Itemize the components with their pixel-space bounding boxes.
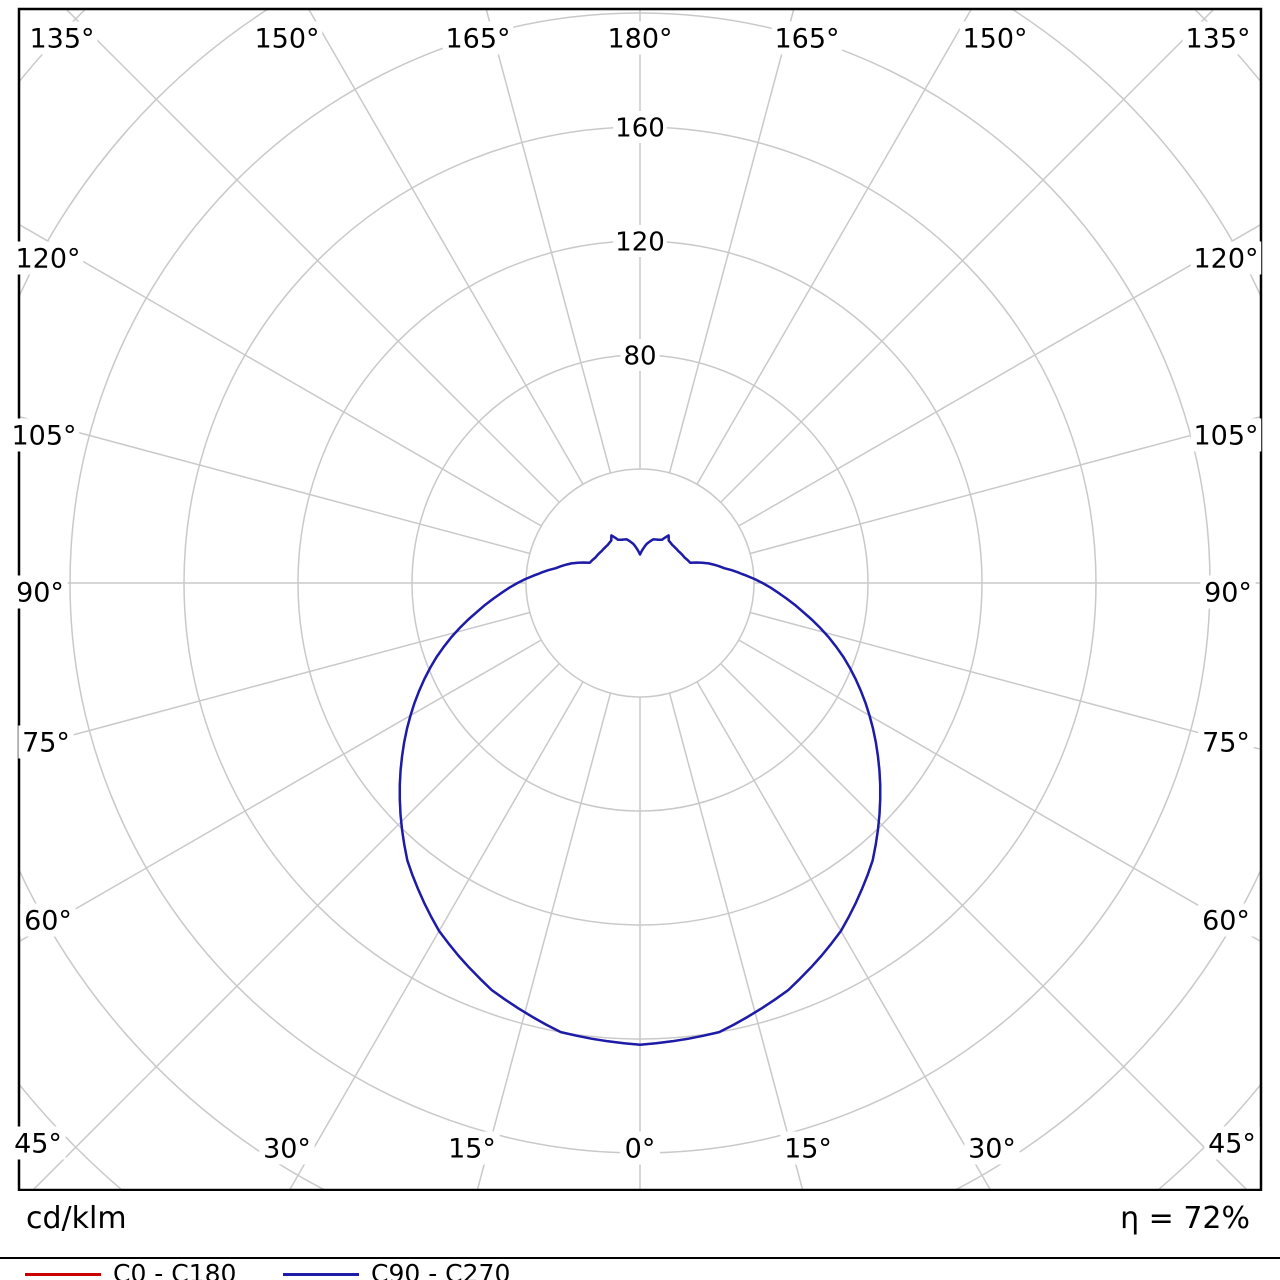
angle-label: 105° xyxy=(11,421,76,452)
grid-spoke xyxy=(696,10,972,485)
legend-item-c90-c270: C90 - C270 xyxy=(283,1261,510,1280)
angle-label: 30° xyxy=(968,1134,1016,1165)
angle-label-bg xyxy=(251,21,323,55)
legend-line-c90-c270 xyxy=(283,1272,359,1276)
angle-label: 165° xyxy=(445,24,510,55)
legend-label-c90-c270: C90 - C270 xyxy=(371,1259,511,1280)
angle-label-bg xyxy=(26,21,98,55)
legend-line-c0-c180 xyxy=(25,1272,101,1276)
angle-label-bg xyxy=(1182,21,1254,55)
grid-spoke xyxy=(720,10,1215,503)
grid-spoke xyxy=(749,416,1260,555)
grid-spoke xyxy=(485,10,612,474)
angle-label: 15° xyxy=(784,1134,832,1165)
grid-spoke xyxy=(738,639,1260,942)
angle-label: 120° xyxy=(1193,244,1258,275)
legend: C0 - C180 C90 - C270 xyxy=(0,1261,1280,1280)
grid-spoke xyxy=(65,10,560,503)
angle-label: 150° xyxy=(254,24,319,55)
angle-label-bg xyxy=(959,21,1031,55)
angle-label-bg xyxy=(1190,241,1262,275)
angle-label-bg xyxy=(771,21,843,55)
angle-label: 120° xyxy=(15,244,80,275)
angle-label-bg xyxy=(444,1131,500,1165)
angle-label-bg xyxy=(1198,725,1254,759)
angle-label-bg xyxy=(442,21,514,55)
unit-label: cd/klm xyxy=(26,1201,127,1236)
angle-label-bg xyxy=(12,241,84,275)
legend-label-c0-c180: C0 - C180 xyxy=(113,1259,237,1280)
angle-label-bg xyxy=(1190,418,1262,452)
angle-label: 75° xyxy=(22,728,70,759)
angle-label: 45° xyxy=(14,1129,62,1160)
grid-spoke xyxy=(696,681,991,1189)
angle-label-bg xyxy=(619,1131,661,1165)
angle-label: 105° xyxy=(1193,421,1258,452)
angle-label: 0° xyxy=(625,1134,656,1165)
grid-spoke xyxy=(20,611,531,750)
angle-label-bg xyxy=(8,418,80,452)
grid-spoke xyxy=(289,681,584,1189)
radial-label-bg xyxy=(613,111,667,143)
footer-separator xyxy=(0,1257,1280,1259)
polar-chart-canvas: 135° 150° 165° 180° 165° 150° 135° 120° 105° 90° 7… xyxy=(8,7,1263,1192)
angle-label: 60° xyxy=(1202,906,1250,937)
grid-spoke xyxy=(668,10,795,474)
angle-label-bg xyxy=(1200,575,1256,609)
grid-spoke xyxy=(20,416,531,555)
angle-label-bg xyxy=(10,1126,66,1160)
grid-spoke xyxy=(668,692,804,1189)
angle-label-bg xyxy=(18,725,74,759)
grid-spoke xyxy=(308,10,584,485)
radial-label: 120 xyxy=(615,227,665,257)
radial-label-bg xyxy=(613,225,667,257)
angle-label-bg xyxy=(1204,1126,1260,1160)
angle-label: 45° xyxy=(1208,1129,1256,1160)
angle-label-bg xyxy=(259,1131,315,1165)
radial-label-bg xyxy=(620,339,660,371)
radial-label: 160 xyxy=(615,113,665,143)
grid-spoke xyxy=(476,692,612,1189)
angle-label: 90° xyxy=(16,578,64,609)
angle-label-bg xyxy=(20,903,76,937)
grid-spoke xyxy=(20,224,542,527)
angle-label-bg xyxy=(604,21,676,55)
grid-spoke xyxy=(32,663,560,1189)
grid-spoke xyxy=(738,224,1260,527)
angle-label: 90° xyxy=(1204,578,1252,609)
chart-footer: cd/klm η = 72% C0 - C180 C90 - C270 xyxy=(0,1191,1280,1280)
angle-label: 60° xyxy=(24,906,72,937)
radial-label: 80 xyxy=(623,341,656,371)
grid-spoke xyxy=(20,639,542,942)
angle-label: 135° xyxy=(29,24,94,55)
angle-label: 165° xyxy=(774,24,839,55)
angle-label: 15° xyxy=(448,1134,496,1165)
curve-c90-c270 xyxy=(398,534,882,1046)
angle-label-bg xyxy=(780,1131,836,1165)
angle-label: 135° xyxy=(1185,24,1250,55)
angle-label-bg xyxy=(964,1131,1020,1165)
efficiency-label: η = 72% xyxy=(1120,1201,1250,1236)
angle-label-bg xyxy=(1198,903,1254,937)
angle-label: 30° xyxy=(263,1134,311,1165)
polar-chart: 135° 150° 165° 180° 165° 150° 135° 120° 105° 90° 7… xyxy=(8,7,1263,1192)
angle-label-bg xyxy=(12,575,68,609)
angle-label: 75° xyxy=(1202,728,1250,759)
legend-item-c0-c180: C0 - C180 xyxy=(25,1261,236,1280)
grid-spoke xyxy=(749,611,1260,750)
angle-label: 150° xyxy=(962,24,1027,55)
angle-label: 180° xyxy=(607,24,672,55)
